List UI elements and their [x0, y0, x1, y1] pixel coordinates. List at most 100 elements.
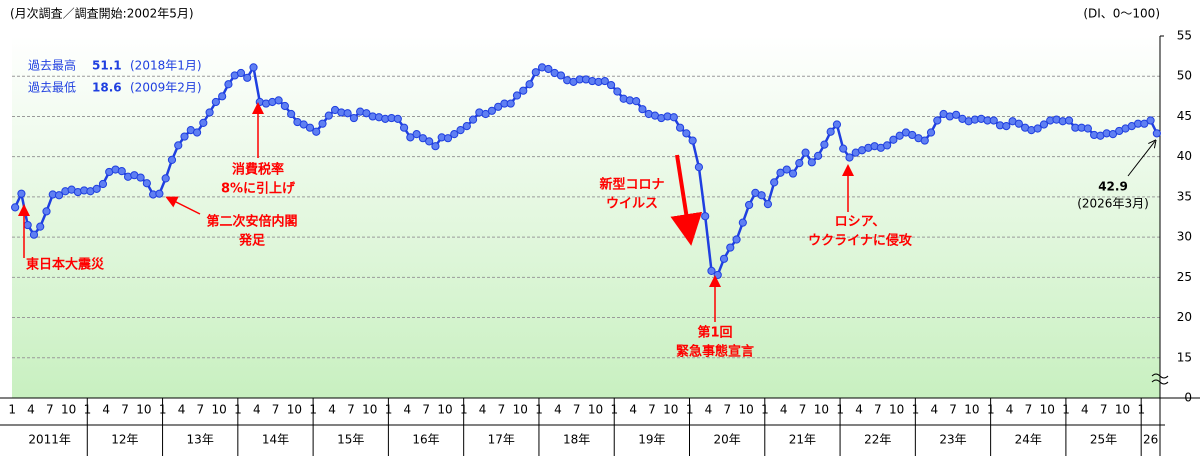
point	[312, 127, 321, 136]
point	[224, 80, 233, 89]
x-tick-label: 4	[479, 403, 487, 417]
point	[782, 165, 791, 174]
x-tick-label: 7	[46, 403, 54, 417]
year-label: 13年	[187, 433, 214, 447]
point	[675, 123, 685, 132]
year-label: 19年	[638, 433, 665, 447]
point	[682, 129, 691, 138]
x-tick-label: 10	[738, 403, 753, 417]
point	[788, 169, 798, 178]
point	[908, 130, 917, 140]
point	[1014, 119, 1023, 128]
x-tick-label: 10	[588, 403, 603, 417]
record-date: (2018年1月)	[130, 59, 202, 73]
x-tick-label: 7	[573, 403, 581, 417]
point	[989, 116, 998, 125]
point	[732, 235, 741, 244]
x-tick-label: 7	[347, 403, 355, 417]
point	[324, 111, 333, 120]
y-tick-label: 20	[1177, 310, 1192, 324]
point	[531, 68, 540, 77]
point	[600, 76, 609, 86]
point	[425, 137, 434, 146]
year-label: 18年	[563, 433, 590, 447]
point	[399, 123, 409, 132]
x-tick-label: 4	[27, 403, 35, 417]
y-tick-label: 15	[1177, 350, 1192, 364]
point	[218, 92, 227, 101]
point	[1064, 116, 1074, 125]
point	[713, 270, 722, 280]
x-tick-label: 7	[799, 403, 807, 417]
point	[161, 174, 170, 183]
point	[274, 96, 283, 105]
point	[544, 64, 553, 74]
point	[669, 113, 678, 122]
point	[638, 105, 647, 114]
y-tick-label: 35	[1177, 189, 1192, 203]
point	[770, 178, 779, 187]
point	[1146, 116, 1155, 125]
point	[1140, 119, 1149, 128]
x-tick-label: 10	[287, 403, 302, 417]
point	[318, 119, 327, 128]
x-tick-label: 4	[404, 403, 412, 417]
x-tick-label: 4	[253, 403, 261, 417]
point	[1108, 130, 1118, 139]
point	[468, 115, 478, 124]
point	[701, 212, 710, 221]
x-tick-label: 10	[1040, 403, 1055, 417]
x-tick-label: 10	[814, 403, 829, 417]
year-label: 12年	[111, 433, 138, 447]
point	[117, 167, 126, 176]
point	[506, 99, 515, 108]
point	[180, 132, 189, 141]
axis-break	[1151, 373, 1169, 385]
x-tick-label: 10	[663, 403, 678, 417]
x-tick-label: 10	[964, 403, 979, 417]
x-tick-label: 4	[1081, 403, 1089, 417]
record-date: (2009年2月)	[130, 81, 202, 95]
point	[142, 179, 151, 188]
point	[933, 116, 942, 125]
point	[11, 203, 20, 212]
point	[757, 191, 766, 200]
point	[155, 189, 164, 198]
annotation: ロシア、	[835, 215, 886, 230]
x-tick-label: 7	[1025, 403, 1033, 417]
x-tick-label: 10	[889, 403, 904, 417]
point	[814, 151, 823, 160]
y-tick-label: 25	[1177, 270, 1192, 284]
x-tick-label: 4	[1006, 403, 1014, 417]
point	[832, 120, 842, 129]
point	[450, 130, 459, 139]
point	[92, 184, 101, 193]
x-tick-label: 4	[930, 403, 938, 417]
point	[42, 207, 51, 216]
year-label: 15年	[337, 433, 364, 447]
point	[211, 97, 220, 107]
point	[519, 86, 528, 95]
x-tick-label: 7	[197, 403, 205, 417]
point	[362, 109, 371, 118]
x-tick-label: 10	[513, 403, 528, 417]
annotation: 消費税率	[232, 162, 284, 178]
x-tick-label: 10	[362, 403, 377, 417]
arrow	[1127, 141, 1155, 177]
record-value: 18.6	[92, 81, 122, 95]
point	[1152, 129, 1161, 138]
point	[418, 134, 427, 143]
year-label: 14年	[262, 433, 289, 447]
point	[719, 254, 729, 263]
point	[54, 191, 64, 200]
point	[36, 222, 45, 231]
x-tick-label: 7	[874, 403, 882, 417]
year-label: 2011年	[28, 433, 71, 447]
x-tick-label: 1	[8, 403, 16, 417]
point	[845, 153, 854, 162]
x-tick-label: 4	[629, 403, 637, 417]
point	[920, 136, 929, 145]
y-tick-label: 50	[1177, 69, 1192, 83]
x-tick-label: 4	[705, 403, 713, 417]
year-label: 23年	[939, 433, 966, 447]
